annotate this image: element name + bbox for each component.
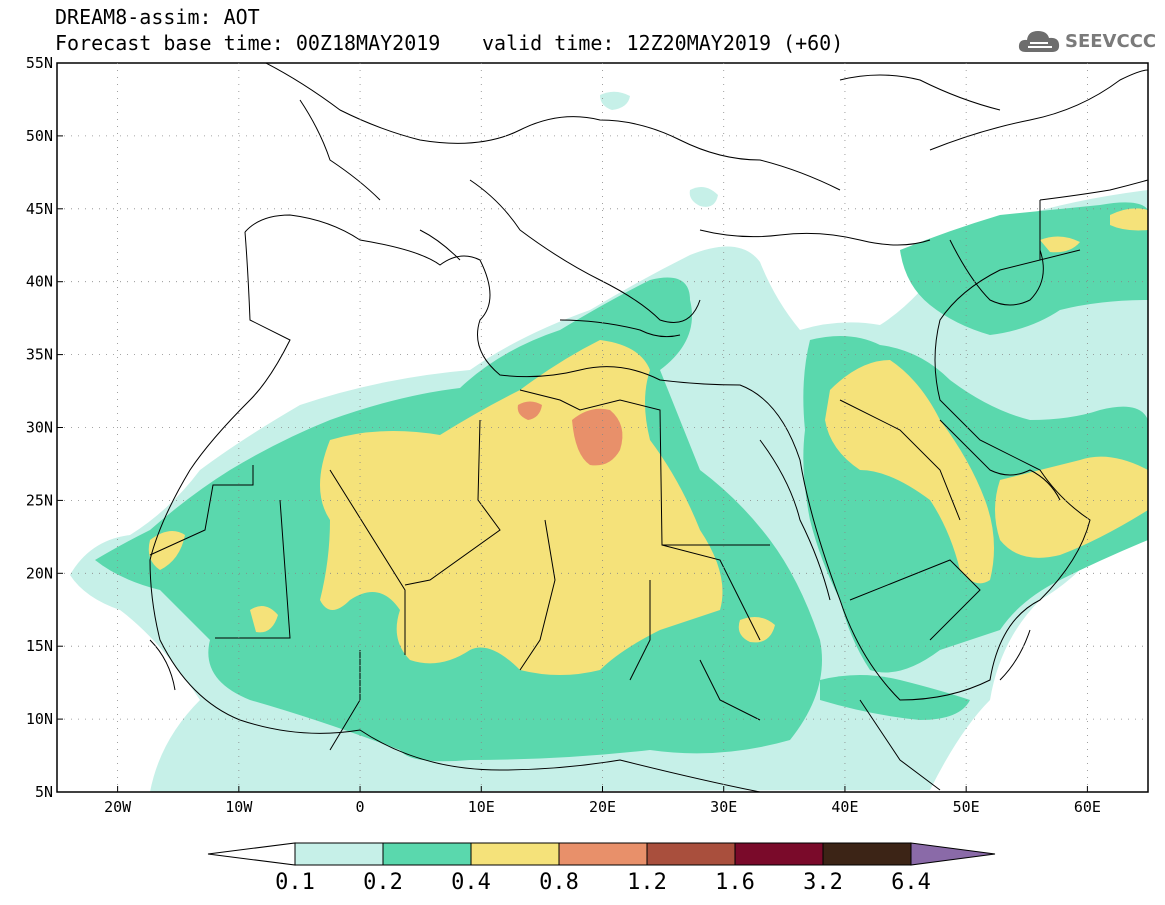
lon-label: 30E <box>710 798 737 816</box>
colorbar-low-arrow <box>207 842 296 866</box>
aot-shading <box>70 91 1148 792</box>
seevccc-logo: SEEVCCC <box>1016 26 1156 56</box>
valid-time: valid time: 12Z20MAY2019 (+60) <box>482 31 844 55</box>
coastlines-borders <box>149 63 1148 792</box>
lon-label: 20E <box>589 798 616 816</box>
colorbar-high-arrow <box>910 842 996 866</box>
lon-label: 20W <box>104 798 132 816</box>
colorbar-label: 0.1 <box>275 870 315 895</box>
country-borders <box>149 200 1041 791</box>
lat-label: 5N <box>35 783 53 801</box>
lon-label: 50E <box>953 798 980 816</box>
colorbar-swatch <box>646 842 736 866</box>
graticule <box>57 62 1148 793</box>
lon-label: 60E <box>1074 798 1101 816</box>
lat-label: 55N <box>26 54 53 72</box>
aot-level-0-8 <box>517 401 623 466</box>
colorbar-label: 1.2 <box>627 870 667 895</box>
colorbar-label: 3.2 <box>803 870 843 895</box>
lon-label: 0 <box>356 798 365 816</box>
colorbar-label: 1.6 <box>715 870 755 895</box>
lat-label: 40N <box>26 273 53 291</box>
forecast-base-time: Forecast base time: 00Z18MAY2019 <box>55 31 441 55</box>
colorbar-swatch <box>470 842 560 866</box>
lat-label: 10N <box>26 710 53 728</box>
map-title: DREAM8-assim: AOT <box>55 5 260 29</box>
colorbar-swatch <box>294 842 384 866</box>
lat-label: 20N <box>26 564 53 582</box>
logo-text: SEEVCCC <box>1065 31 1157 52</box>
cloud-icon <box>1018 31 1060 52</box>
lat-label: 50N <box>26 127 53 145</box>
lat-label: 35N <box>26 346 53 364</box>
lat-label: 30N <box>26 419 53 437</box>
aot-level-0-4 <box>148 208 1148 675</box>
colorbar-swatch <box>822 842 912 866</box>
lon-label: 40E <box>831 798 858 816</box>
colorbar-label: 0.2 <box>363 870 403 895</box>
lat-label: 15N <box>26 637 53 655</box>
colorbar-label: 0.8 <box>539 870 579 895</box>
colorbar-swatch <box>382 842 472 866</box>
lon-label: 10E <box>468 798 495 816</box>
colorbar-label: 6.4 <box>891 870 931 895</box>
colorbar <box>207 842 996 866</box>
colorbar-swatch <box>558 842 648 866</box>
lon-label: 10W <box>225 798 253 816</box>
lat-label: 45N <box>26 200 53 218</box>
colorbar-swatch <box>734 842 824 866</box>
axis-labels: 55N 50N 45N 40N 35N 30N 25N 20N 15N 10N 5N 20W 10W 0 1… <box>26 54 1101 816</box>
colorbar-label: 0.4 <box>451 870 491 895</box>
lat-label: 25N <box>26 491 53 509</box>
